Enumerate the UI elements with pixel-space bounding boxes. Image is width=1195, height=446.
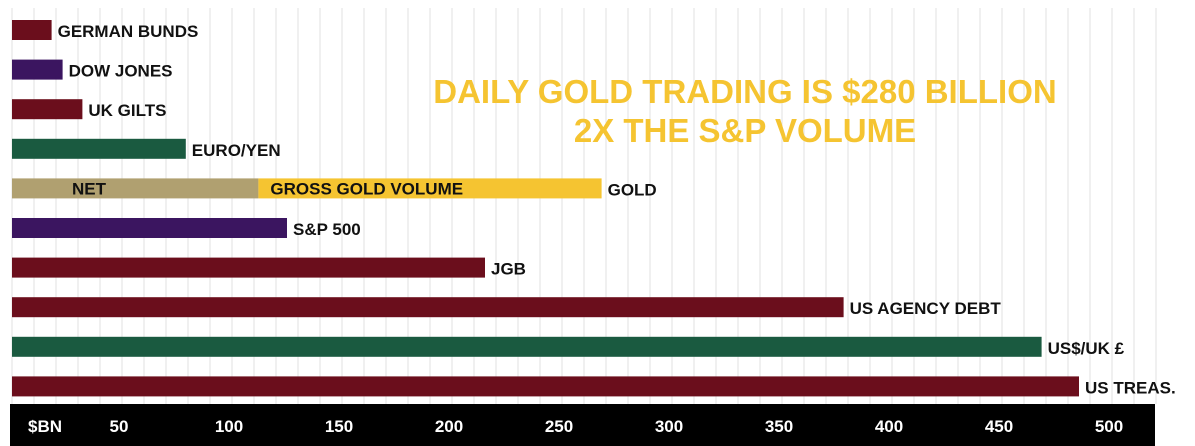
bar	[12, 99, 83, 120]
chart-title-line-1: DAILY GOLD TRADING IS $280 BILLION	[433, 73, 1056, 110]
x-tick-label: 400	[875, 417, 903, 436]
chart-title-line-2: 2X THE S&P VOLUME	[574, 112, 916, 149]
x-axis-label: $BN	[28, 417, 62, 436]
bar	[12, 297, 844, 318]
bar-category-label: US AGENCY DEBT	[850, 299, 1002, 318]
bar	[12, 138, 186, 159]
bar-category-label: GERMAN BUNDS	[58, 22, 199, 41]
bar	[12, 59, 63, 80]
bar-category-label: US$/UK £	[1048, 339, 1125, 358]
bar-category-label: DOW JONES	[69, 62, 173, 81]
bar-gold-segment-net	[12, 178, 259, 199]
bar-category-label: US TREAS.	[1085, 378, 1176, 397]
bar	[12, 376, 1079, 397]
x-tick-label: 50	[110, 417, 129, 436]
x-tick-label: 500	[1095, 417, 1123, 436]
bar	[12, 20, 52, 40]
x-axis-band	[10, 404, 1155, 446]
x-tick-label: 250	[545, 417, 573, 436]
x-tick-label: 200	[435, 417, 463, 436]
x-tick-label: 350	[765, 417, 793, 436]
bar	[12, 336, 1042, 357]
bar-category-label: S&P 500	[293, 220, 361, 239]
x-tick-label: 300	[655, 417, 683, 436]
bar-labels: GERMAN BUNDS DOW JONES UK GILTS EURO/YEN NET…	[58, 22, 1176, 397]
bar-category-label: UK GILTS	[88, 101, 166, 120]
bar-category-label: EURO/YEN	[192, 141, 281, 160]
gold-segment-label: NET	[72, 179, 107, 198]
x-tick-label: 150	[325, 417, 353, 436]
bar-category-label: GOLD	[608, 180, 657, 199]
x-axis-ticks: 50 100 150 200 250 300 350 400 450 500	[110, 417, 1124, 436]
bars	[12, 20, 1079, 397]
x-tick-label: 100	[215, 417, 243, 436]
bar-gold-segment-gross	[258, 178, 602, 199]
bar	[12, 257, 485, 278]
bar	[12, 218, 287, 238]
x-tick-label: 450	[985, 417, 1013, 436]
gold-segment-label: GROSS GOLD VOLUME	[270, 179, 463, 198]
bar-category-label: JGB	[491, 260, 526, 279]
